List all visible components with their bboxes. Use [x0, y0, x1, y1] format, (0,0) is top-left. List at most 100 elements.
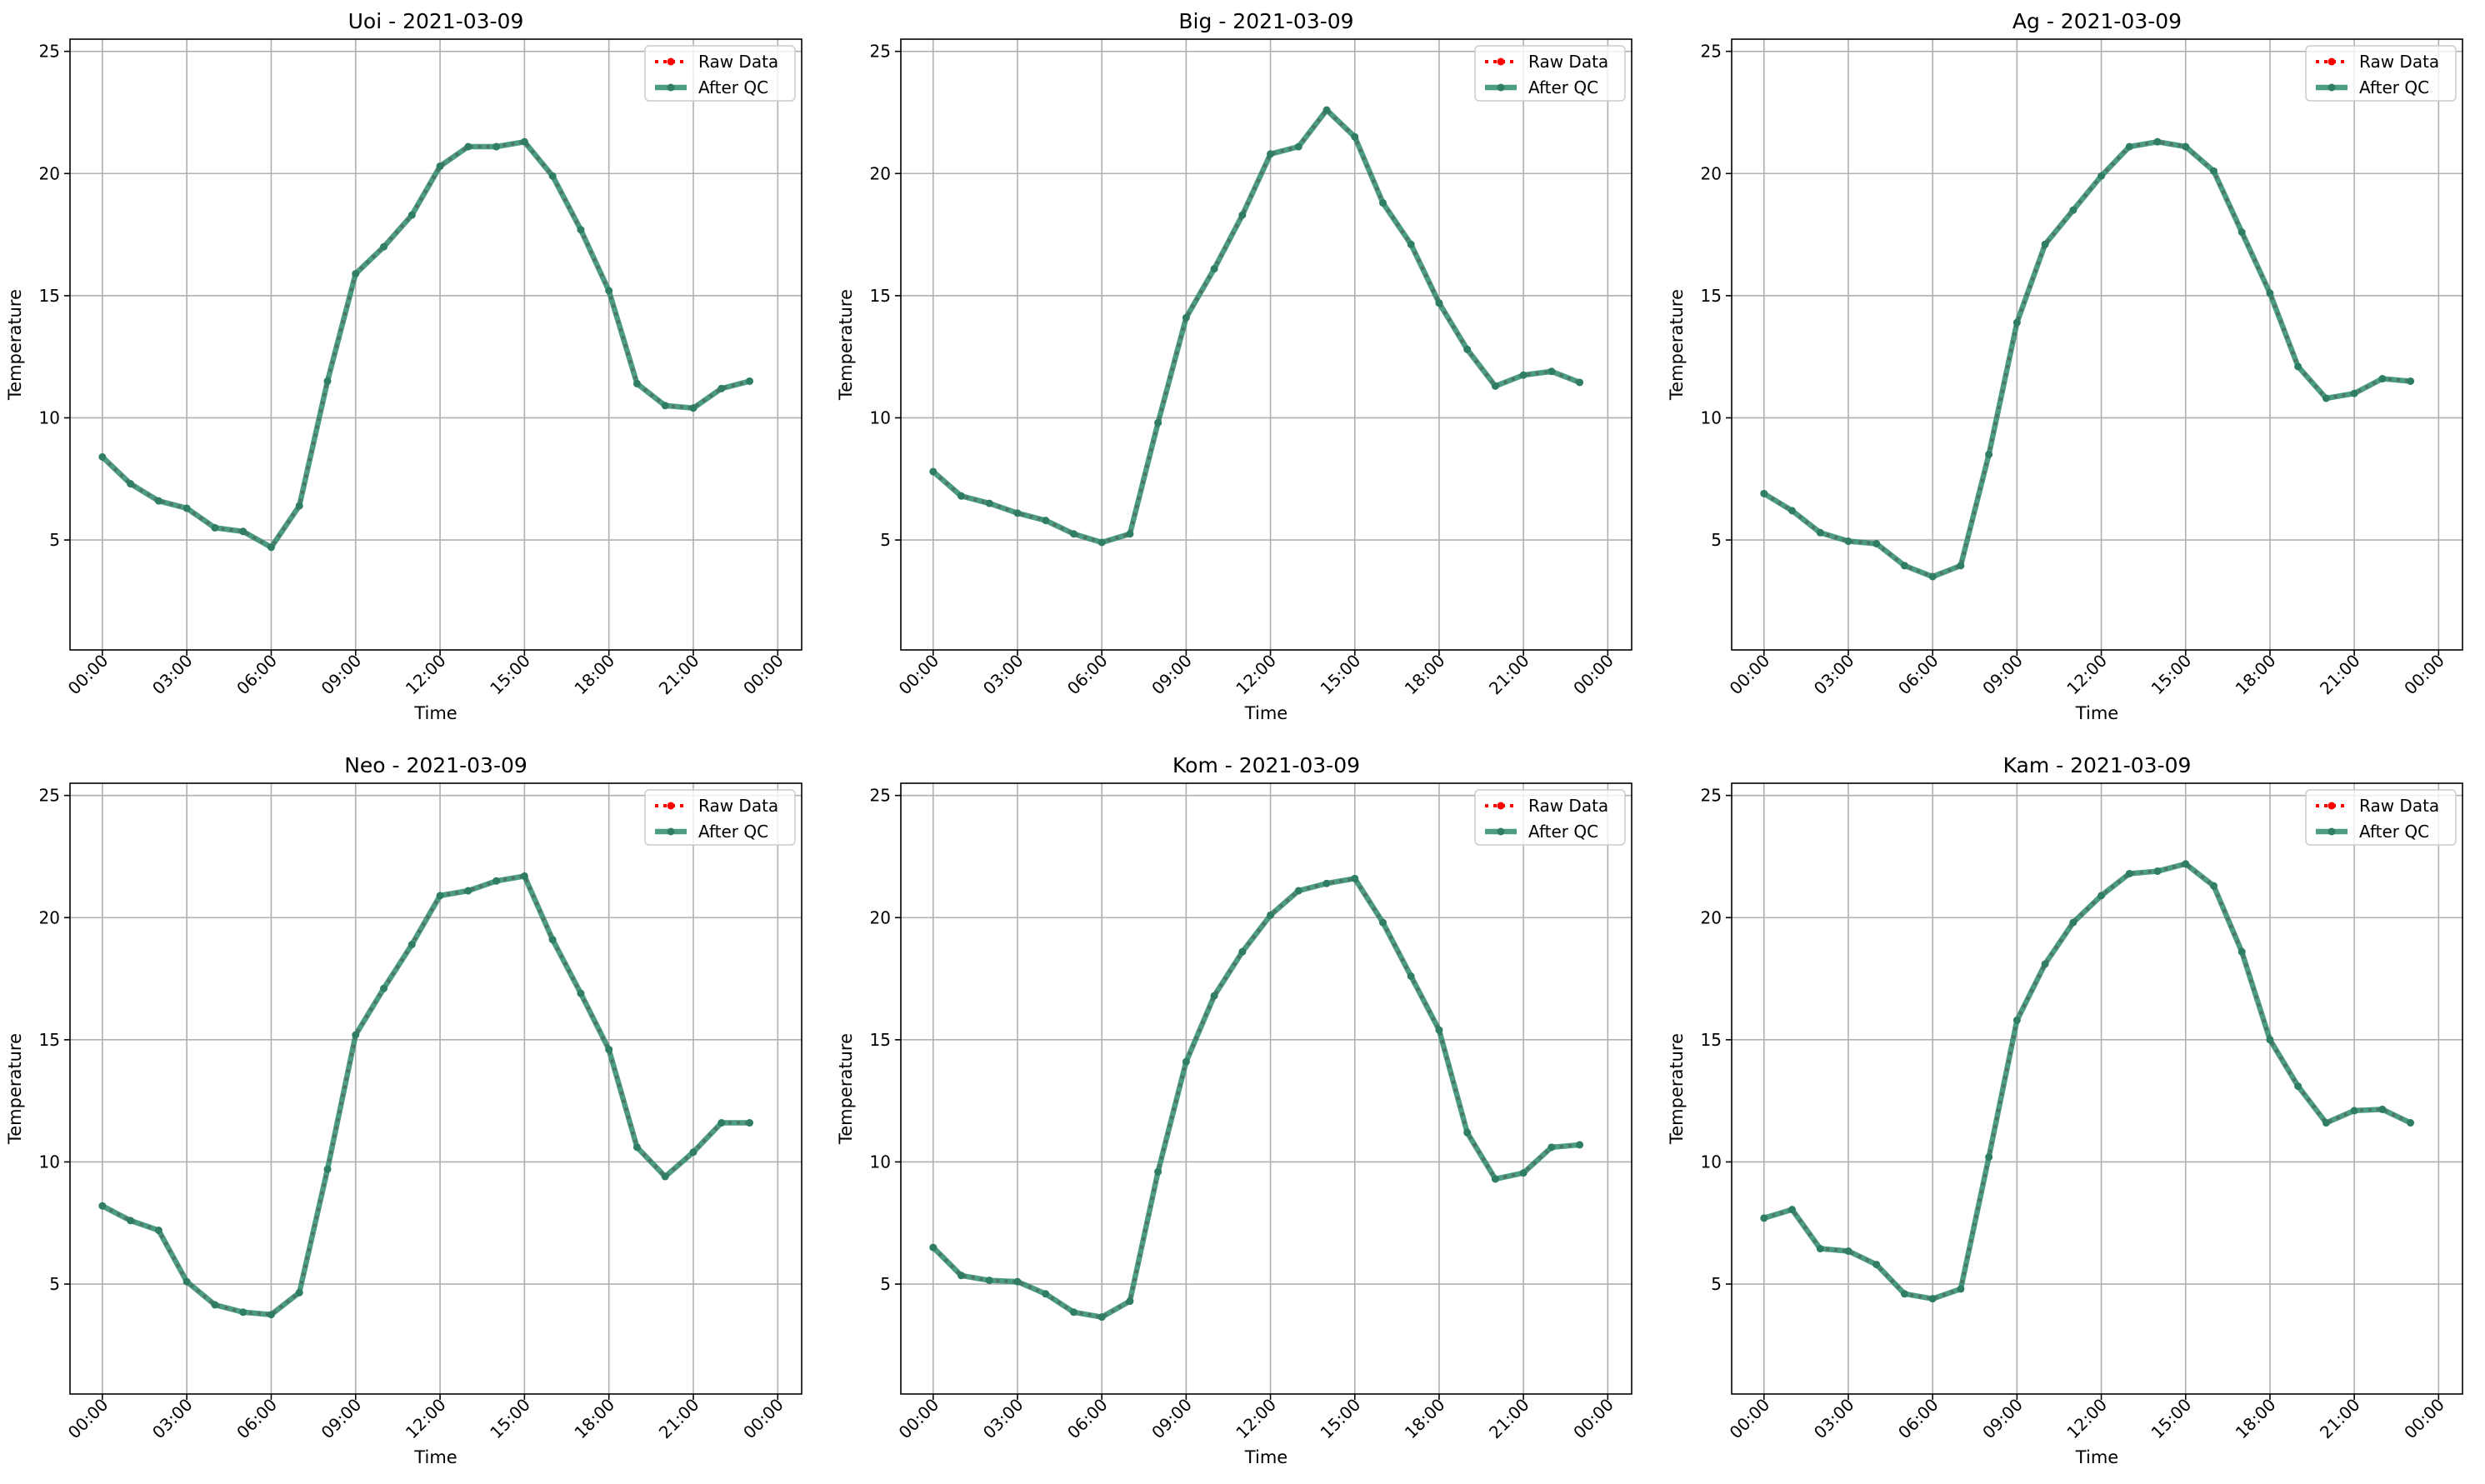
after-qc-point — [1069, 530, 1078, 538]
y-tick-label: 25 — [870, 42, 891, 62]
y-tick-label: 15 — [870, 1030, 891, 1050]
after-qc-point — [1013, 1277, 1022, 1286]
after-qc-point — [2294, 1082, 2302, 1091]
after-qc-point — [520, 872, 528, 880]
chart-panel: 5 10 15 20 25 00:00 03:00 06:00 09:00 12:00 15:00 1… — [836, 9, 1632, 723]
plot-frame — [1731, 38, 2463, 651]
x-tick-label: 09:00 — [1978, 1395, 2027, 1443]
x-tick-label: 00:00 — [2400, 651, 2448, 699]
after-qc-point — [182, 504, 191, 512]
x-tick-label: 06:00 — [1894, 1395, 1942, 1443]
after-qc-point — [239, 1308, 248, 1317]
after-qc-point — [1182, 313, 1190, 322]
legend-raw-label: Raw Data — [698, 796, 778, 816]
after-qc-point — [1238, 211, 1247, 219]
x-tick-label: 00:00 — [64, 1395, 112, 1443]
after-qc-point — [182, 1277, 191, 1286]
after-qc-point — [1463, 345, 1472, 353]
y-tick-label: 10 — [39, 1152, 60, 1172]
after-qc-point — [1844, 1247, 1852, 1255]
after-qc-point — [2350, 1107, 2358, 1115]
x-tick-label: 15:00 — [1317, 1395, 1365, 1443]
after-qc-point — [408, 211, 416, 219]
after-qc-point — [2125, 869, 2133, 877]
x-tick-label: 03:00 — [979, 1395, 1028, 1443]
after-qc-point — [2266, 1036, 2274, 1044]
chart-title: Neo - 2021-03-09 — [344, 753, 528, 777]
legend-qc-label: After QC — [698, 77, 768, 97]
after-qc-point — [2153, 867, 2162, 876]
after-qc-point — [1957, 562, 1965, 570]
after-qc-line — [101, 873, 750, 1317]
after-qc-point — [2407, 1119, 2415, 1127]
after-qc-point — [2012, 318, 2021, 327]
after-qc-point — [1900, 562, 1908, 570]
x-tick-label: 00:00 — [1726, 651, 1774, 699]
y-tick-label: 20 — [1701, 163, 1722, 183]
after-qc-point — [1182, 1057, 1190, 1066]
y-tick-label: 25 — [1701, 42, 1722, 62]
legend-raw-marker — [2328, 802, 2336, 810]
raw-data-line — [932, 107, 1581, 545]
after-qc-point — [605, 1046, 613, 1054]
y-tick-label: 20 — [1701, 907, 1722, 927]
after-qc-point — [154, 497, 162, 505]
after-qc-point — [436, 892, 444, 900]
legend-raw-marker — [2328, 57, 2336, 66]
after-qc-point — [1210, 265, 1218, 273]
after-qc-point — [1816, 1245, 1824, 1253]
x-tick-label: 21:00 — [655, 651, 703, 699]
after-qc-point — [323, 377, 332, 385]
after-qc-point — [2125, 142, 2133, 151]
after-qc-point — [689, 1148, 698, 1157]
x-tick-label: 06:00 — [1063, 651, 1112, 699]
x-tick-label: 21:00 — [2316, 651, 2364, 699]
after-qc-point — [2041, 240, 2049, 248]
x-tick-label: 15:00 — [486, 651, 534, 699]
after-qc-point — [2238, 947, 2246, 956]
x-tick-label: 09:00 — [1148, 1395, 1196, 1443]
after-qc-point — [2069, 918, 2078, 927]
after-qc-point — [267, 543, 275, 552]
after-qc-point — [1154, 418, 1162, 427]
after-qc-point — [718, 384, 726, 392]
x-axis-label: Time — [413, 703, 457, 723]
after-qc-point — [1238, 947, 1247, 956]
x-tick-label: 21:00 — [1485, 651, 1533, 699]
after-qc-point — [2098, 172, 2106, 180]
raw-data-line — [1763, 862, 2412, 1301]
after-qc-point — [2238, 228, 2246, 237]
after-qc-point — [1351, 132, 1359, 141]
legend-qc-label: After QC — [1528, 77, 1598, 97]
after-qc-point — [661, 402, 669, 410]
after-qc-point — [1788, 1206, 1797, 1214]
legend-raw-marker — [1497, 802, 1505, 810]
after-qc-point — [929, 467, 938, 476]
y-tick-label: 15 — [870, 286, 891, 306]
x-tick-label: 00:00 — [1726, 1395, 1774, 1443]
raw-data-line — [101, 874, 750, 1317]
chart-panel: 5 10 15 20 25 00:00 03:00 06:00 09:00 12:00 15:00 1… — [1667, 753, 2463, 1467]
after-qc-point — [492, 877, 501, 885]
chart-title: Uoi - 2021-03-09 — [348, 9, 524, 33]
after-qc-line — [1762, 138, 2411, 580]
x-tick-label: 00:00 — [1569, 651, 1618, 699]
x-tick-label: 18:00 — [1401, 1395, 1449, 1443]
legend: Raw Data After QC — [2305, 789, 2457, 846]
after-qc-point — [1788, 507, 1797, 515]
after-qc-point — [1322, 879, 1331, 887]
y-tick-label: 5 — [880, 1274, 891, 1294]
after-qc-point — [98, 452, 107, 461]
x-tick-label: 15:00 — [1317, 651, 1365, 699]
after-qc-point — [380, 984, 388, 992]
y-tick-label: 5 — [49, 530, 60, 550]
after-qc-point — [1098, 538, 1106, 547]
after-qc-point — [718, 1119, 726, 1127]
x-tick-label: 18:00 — [570, 1395, 618, 1443]
after-qc-point — [1491, 1175, 1499, 1183]
x-tick-label: 12:00 — [1232, 651, 1280, 699]
after-qc-point — [1378, 918, 1387, 927]
y-tick-label: 15 — [1701, 286, 1722, 306]
after-qc-point — [2322, 1119, 2330, 1127]
